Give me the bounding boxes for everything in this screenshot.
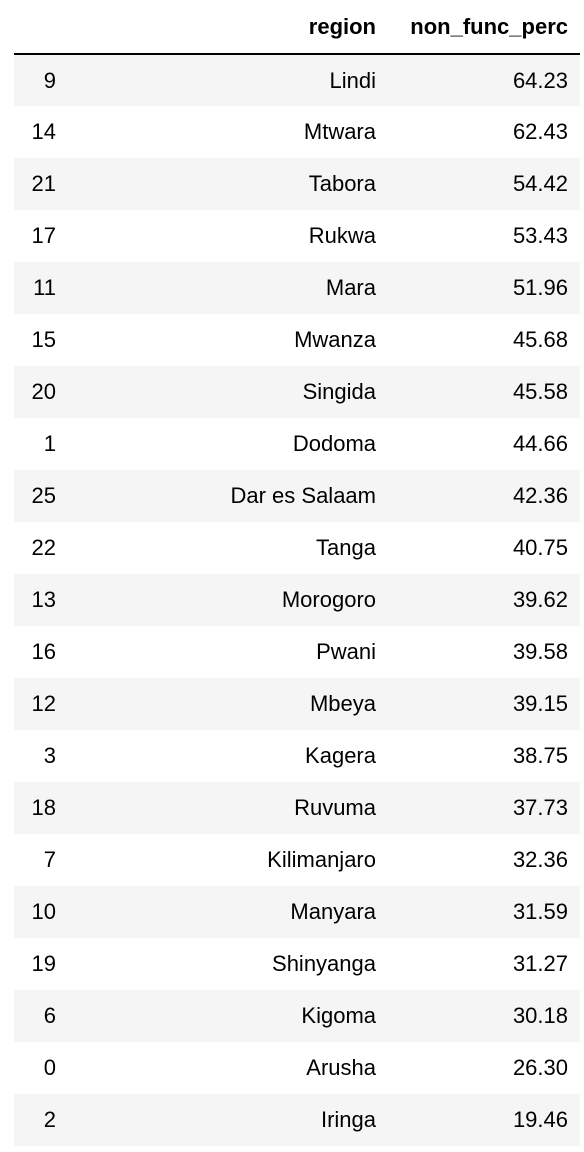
table-row: 16 Pwani 39.58 [14, 626, 580, 678]
cell-non-func-perc: 54.42 [388, 158, 580, 210]
row-index: 16 [14, 626, 68, 678]
cell-region: Singida [68, 366, 388, 418]
row-index: 6 [14, 990, 68, 1042]
cell-region: Mwanza [68, 314, 388, 366]
cell-region: Kilimanjaro [68, 834, 388, 886]
row-index: 19 [14, 938, 68, 990]
cell-non-func-perc: 31.27 [388, 938, 580, 990]
row-index: 9 [14, 54, 68, 106]
row-index: 0 [14, 1042, 68, 1094]
cell-non-func-perc: 39.15 [388, 678, 580, 730]
table-row: 12 Mbeya 39.15 [14, 678, 580, 730]
table-row: 7 Kilimanjaro 32.36 [14, 834, 580, 886]
cell-non-func-perc: 39.58 [388, 626, 580, 678]
table-row: 13 Morogoro 39.62 [14, 574, 580, 626]
cell-non-func-perc: 62.43 [388, 106, 580, 158]
table-header: region non_func_perc [14, 0, 580, 54]
cell-region: Morogoro [68, 574, 388, 626]
cell-region: Kagera [68, 730, 388, 782]
table-row: 19 Shinyanga 31.27 [14, 938, 580, 990]
row-index: 2 [14, 1094, 68, 1146]
table-row: 0 Arusha 26.30 [14, 1042, 580, 1094]
header-non-func-perc: non_func_perc [388, 0, 580, 54]
cell-non-func-perc: 53.43 [388, 210, 580, 262]
header-region: region [68, 0, 388, 54]
table-row: 6 Kigoma 30.18 [14, 990, 580, 1042]
row-index: 25 [14, 470, 68, 522]
row-index: 15 [14, 314, 68, 366]
table-row: 18 Ruvuma 37.73 [14, 782, 580, 834]
cell-non-func-perc: 42.36 [388, 470, 580, 522]
cell-region: Ruvuma [68, 782, 388, 834]
cell-region: Arusha [68, 1042, 388, 1094]
cell-non-func-perc: 30.18 [388, 990, 580, 1042]
cell-region: Dar es Salaam [68, 470, 388, 522]
cell-non-func-perc: 32.36 [388, 834, 580, 886]
table-row: 17 Rukwa 53.43 [14, 210, 580, 262]
cell-region: Tanga [68, 522, 388, 574]
row-index: 11 [14, 262, 68, 314]
cell-region: Iringa [68, 1094, 388, 1146]
cell-region: Mbeya [68, 678, 388, 730]
table-row: 2 Iringa 19.46 [14, 1094, 580, 1146]
row-index: 12 [14, 678, 68, 730]
cell-region: Pwani [68, 626, 388, 678]
cell-non-func-perc: 19.46 [388, 1094, 580, 1146]
row-index: 7 [14, 834, 68, 886]
table-row: 25 Dar es Salaam 42.36 [14, 470, 580, 522]
cell-non-func-perc: 45.68 [388, 314, 580, 366]
dataframe-table: region non_func_perc 9 Lindi 64.23 14 Mtwara… [14, 0, 580, 1146]
cell-non-func-perc: 40.75 [388, 522, 580, 574]
row-index: 20 [14, 366, 68, 418]
table-row: 21 Tabora 54.42 [14, 158, 580, 210]
row-index: 1 [14, 418, 68, 470]
cell-region: Kigoma [68, 990, 388, 1042]
cell-region: Lindi [68, 54, 388, 106]
cell-non-func-perc: 64.23 [388, 54, 580, 106]
table-row: 14 Mtwara 62.43 [14, 106, 580, 158]
cell-region: Mara [68, 262, 388, 314]
header-row: region non_func_perc [14, 0, 580, 54]
row-index: 21 [14, 158, 68, 210]
header-index [14, 0, 68, 54]
table-row: 11 Mara 51.96 [14, 262, 580, 314]
cell-non-func-perc: 39.62 [388, 574, 580, 626]
cell-region: Tabora [68, 158, 388, 210]
table-row: 22 Tanga 40.75 [14, 522, 580, 574]
cell-region: Manyara [68, 886, 388, 938]
row-index: 14 [14, 106, 68, 158]
row-index: 13 [14, 574, 68, 626]
cell-non-func-perc: 45.58 [388, 366, 580, 418]
cell-non-func-perc: 31.59 [388, 886, 580, 938]
table-row: 1 Dodoma 44.66 [14, 418, 580, 470]
cell-region: Dodoma [68, 418, 388, 470]
row-index: 3 [14, 730, 68, 782]
row-index: 10 [14, 886, 68, 938]
cell-region: Mtwara [68, 106, 388, 158]
cell-non-func-perc: 38.75 [388, 730, 580, 782]
row-index: 22 [14, 522, 68, 574]
table-row: 10 Manyara 31.59 [14, 886, 580, 938]
cell-non-func-perc: 44.66 [388, 418, 580, 470]
row-index: 17 [14, 210, 68, 262]
table-row: 9 Lindi 64.23 [14, 54, 580, 106]
row-index: 18 [14, 782, 68, 834]
cell-region: Shinyanga [68, 938, 388, 990]
cell-non-func-perc: 37.73 [388, 782, 580, 834]
dataframe-output: region non_func_perc 9 Lindi 64.23 14 Mtwara… [14, 0, 580, 1146]
table-row: 20 Singida 45.58 [14, 366, 580, 418]
table-row: 15 Mwanza 45.68 [14, 314, 580, 366]
cell-region: Rukwa [68, 210, 388, 262]
table-body: 9 Lindi 64.23 14 Mtwara 62.43 21 Tabora 54.42 17 R… [14, 54, 580, 1146]
table-row: 3 Kagera 38.75 [14, 730, 580, 782]
cell-non-func-perc: 51.96 [388, 262, 580, 314]
cell-non-func-perc: 26.30 [388, 1042, 580, 1094]
